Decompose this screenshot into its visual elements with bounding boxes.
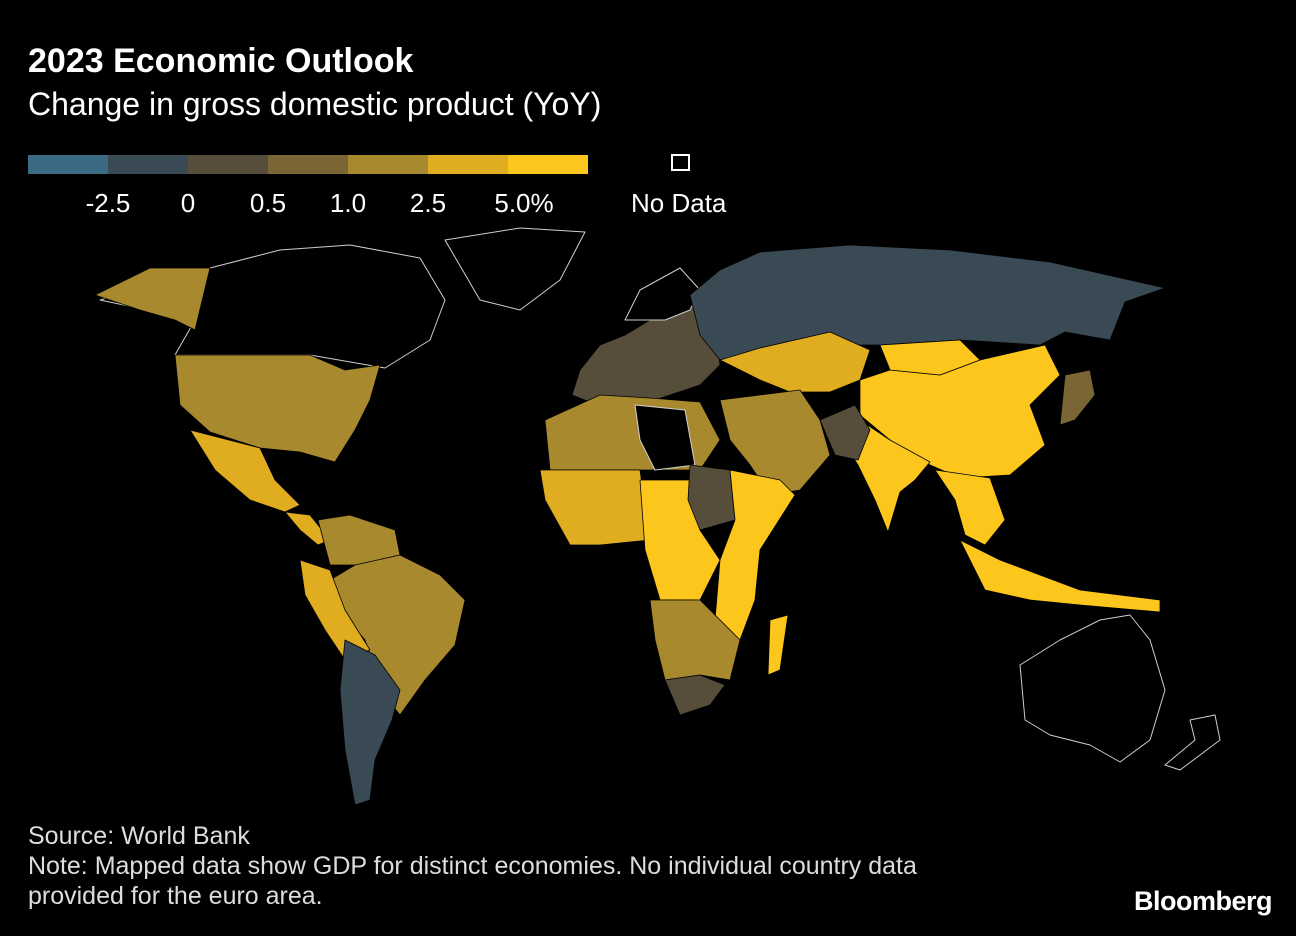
source-note: Source: World Bank: [28, 822, 250, 850]
legend-tick: 1.0: [329, 188, 367, 218]
bloomberg-logo: Bloomberg: [1133, 886, 1273, 916]
region-east-africa: East Africa: [714, 469, 796, 641]
region-alaska: Alaska: [94, 267, 211, 331]
no-data-swatch: [671, 154, 690, 171]
legend-swatch: [268, 155, 348, 174]
region-libya: Libya: [634, 404, 696, 471]
legend-swatch: [348, 155, 428, 174]
region-southeast-asia: Southeast Asia: [934, 469, 1006, 546]
region-mexico: Mexico: [189, 429, 301, 513]
region-new-zealand: New Zealand: [1164, 714, 1221, 771]
region-indonesia: Indonesia: [959, 539, 1161, 613]
region-middle-east: Middle East: [719, 389, 831, 496]
region-argentina-chile: Argentina/Chile: [339, 639, 401, 806]
region-madagascar: Madagascar: [767, 614, 789, 676]
legend-swatch: [108, 155, 188, 174]
legend-tick: 0: [180, 188, 196, 218]
legend-swatch: [508, 155, 588, 174]
legend-tick: 0.5: [249, 188, 287, 218]
region-mongolia: Mongolia: [879, 339, 981, 376]
legend-ticks: -2.5 0 0.5 1.0 2.5 5.0%: [0, 188, 700, 222]
region-west-africa: West Africa: [539, 469, 651, 546]
legend-swatch: [28, 155, 108, 174]
legend-tick: 5.0%: [494, 188, 554, 218]
legend-swatch: [428, 155, 508, 174]
footnote-line-1: Note: Mapped data show GDP for distinct …: [28, 852, 917, 880]
region-afghanistan-pakistan: Afghanistan/Pakistan: [819, 404, 871, 461]
chart-subtitle: Change in gross domestic product (YoY): [28, 86, 602, 122]
region-south-africa: South Africa: [664, 674, 726, 716]
region-australia: Australia: [1019, 614, 1166, 763]
legend-tick: -2.5: [85, 188, 131, 218]
no-data-label: No Data: [631, 188, 727, 218]
chart-title: 2023 Economic Outlook: [28, 42, 414, 80]
legend-swatch: [188, 155, 268, 174]
color-legend: [28, 155, 588, 174]
region-sudan: Sudan: [687, 464, 736, 531]
region-greenland: Greenland: [444, 227, 586, 311]
legend-tick: 2.5: [409, 188, 447, 218]
region-southern-africa: Southern Africa: [649, 599, 741, 681]
region-united-states: United States: [174, 354, 381, 463]
footnote-line-2: provided for the euro area.: [28, 882, 323, 910]
region-japan: Japan: [1059, 369, 1096, 426]
